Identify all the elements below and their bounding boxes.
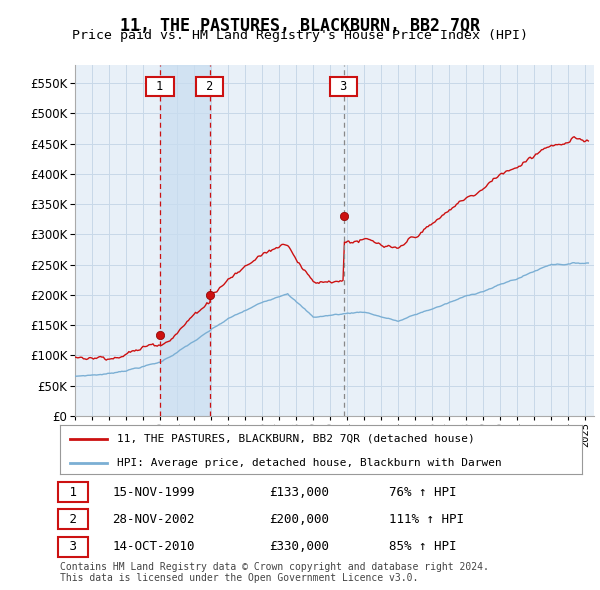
Text: 76% ↑ HPI: 76% ↑ HPI [389,486,457,499]
Text: 1: 1 [149,80,171,93]
Text: 11, THE PASTURES, BLACKBURN, BB2 7QR (detached house): 11, THE PASTURES, BLACKBURN, BB2 7QR (de… [118,434,475,444]
Text: HPI: Average price, detached house, Blackburn with Darwen: HPI: Average price, detached house, Blac… [118,458,502,468]
Text: 1: 1 [62,486,84,499]
Text: 14-OCT-2010: 14-OCT-2010 [112,540,194,553]
Text: 11, THE PASTURES, BLACKBURN, BB2 7QR: 11, THE PASTURES, BLACKBURN, BB2 7QR [120,17,480,35]
Text: 2: 2 [199,80,220,93]
Text: Price paid vs. HM Land Registry's House Price Index (HPI): Price paid vs. HM Land Registry's House … [72,30,528,42]
Text: 111% ↑ HPI: 111% ↑ HPI [389,513,464,526]
Text: £330,000: £330,000 [269,540,329,553]
Text: 15-NOV-1999: 15-NOV-1999 [112,486,194,499]
Text: 28-NOV-2002: 28-NOV-2002 [112,513,194,526]
Text: Contains HM Land Registry data © Crown copyright and database right 2024.: Contains HM Land Registry data © Crown c… [60,562,489,572]
Bar [160,65,210,416]
Text: 3: 3 [333,80,355,93]
Text: 2: 2 [62,513,84,526]
Text: 85% ↑ HPI: 85% ↑ HPI [389,540,457,553]
Text: This data is licensed under the Open Government Licence v3.0.: This data is licensed under the Open Gov… [60,573,418,584]
Text: 3: 3 [62,540,84,553]
Text: £200,000: £200,000 [269,513,329,526]
Text: £133,000: £133,000 [269,486,329,499]
